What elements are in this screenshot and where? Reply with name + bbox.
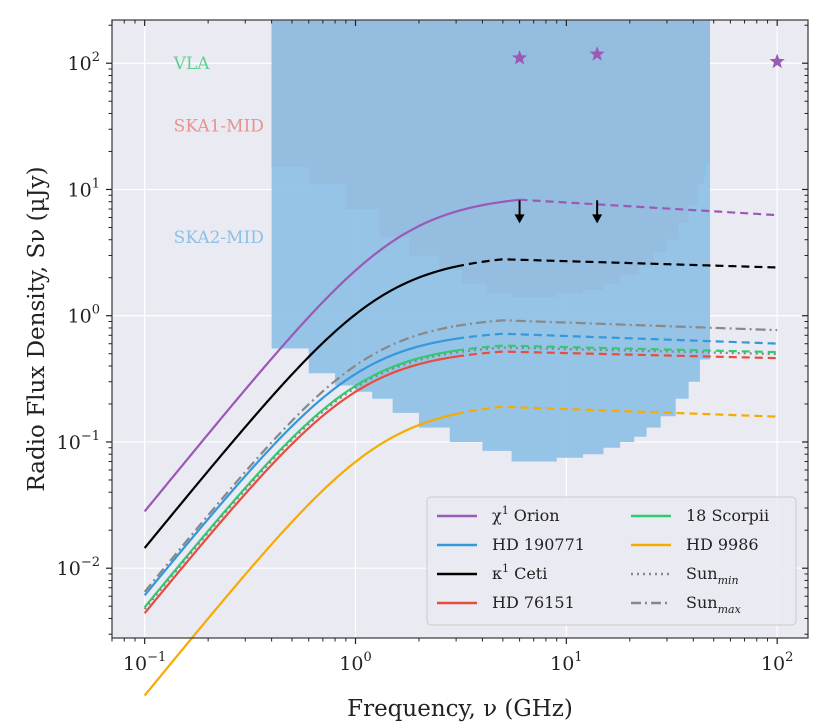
- x-tick-label: 102: [761, 650, 793, 675]
- curve-hd-9986: [143, 412, 457, 697]
- curve-extrapolated-hd-9986: [455, 405, 778, 418]
- legend-label: HD 190771: [492, 535, 585, 554]
- legend-box: [426, 496, 797, 626]
- x-tick-label: 10−1: [123, 650, 166, 675]
- star-marker: [769, 53, 785, 69]
- y-tick-label: 102: [68, 50, 100, 75]
- curve-extrapolated-18-scorpii: [455, 344, 778, 354]
- y-tick-label: 101: [68, 176, 100, 201]
- curve-extrapolated-hd-190771: [455, 332, 778, 345]
- region-label-vla: VLA: [173, 54, 211, 74]
- curve-18-scorpii: [143, 349, 457, 608]
- curve-sun-max: [143, 324, 457, 593]
- axis-ticks: 10−1 100 101 102 10−2 10−1 100 101 102: [57, 20, 808, 675]
- region-labels: VLA SKA1-MID SKA2-MID: [173, 54, 264, 248]
- legend-label: 18 Scorpii: [686, 506, 769, 525]
- emission-curves: [143, 198, 778, 697]
- region-label-ska1-mid: SKA1-MID: [174, 117, 264, 137]
- curve-hd-190771: [143, 337, 457, 597]
- curve-sun-min: [143, 351, 457, 610]
- curve-extrapolated--orion: [519, 198, 778, 217]
- x-tick-label: 101: [550, 650, 582, 675]
- sensitivity-regions: [271, 20, 710, 462]
- plot-frame: [111, 19, 809, 639]
- upper-limit-arrowhead: [592, 214, 603, 224]
- legend-label: χ1 Orion: [492, 504, 560, 525]
- x-tick-label: 100: [339, 650, 371, 675]
- y-tick-label: 10−2: [57, 555, 100, 580]
- region-ska2-mid: [271, 20, 710, 462]
- x-axis-title: Frequency, ν (GHz): [347, 696, 573, 722]
- legend-label: Sunmin: [686, 564, 739, 587]
- y-tick-label: 10−1: [57, 429, 100, 454]
- star-marker: [589, 46, 605, 61]
- legend: χ1 Orion 18 Scorpii HD 190771 HD 9986 κ1 Cet…: [426, 496, 797, 626]
- curve--ceti: [143, 265, 457, 549]
- region-label-ska2-mid: SKA2-MID: [174, 228, 264, 248]
- curve--orion: [143, 198, 520, 513]
- y-tick-label: 100: [68, 303, 100, 328]
- legend-label: Sunmax: [686, 593, 742, 616]
- upper-limit-arrowhead: [514, 214, 525, 224]
- legend-label: HD 9986: [686, 535, 759, 554]
- curve-hd-76151: [143, 355, 457, 614]
- legend-label: HD 76151: [492, 593, 575, 612]
- star-marker: [511, 50, 528, 65]
- legend-label: κ1 Ceti: [492, 562, 547, 583]
- curve-extrapolated-sun-max: [455, 319, 778, 332]
- markers: [511, 46, 785, 224]
- curve-extrapolated-hd-76151: [455, 350, 778, 360]
- curve-extrapolated--ceti: [455, 258, 778, 269]
- y-axis-title: Radio Flux Density, Sν (μJy): [24, 166, 50, 491]
